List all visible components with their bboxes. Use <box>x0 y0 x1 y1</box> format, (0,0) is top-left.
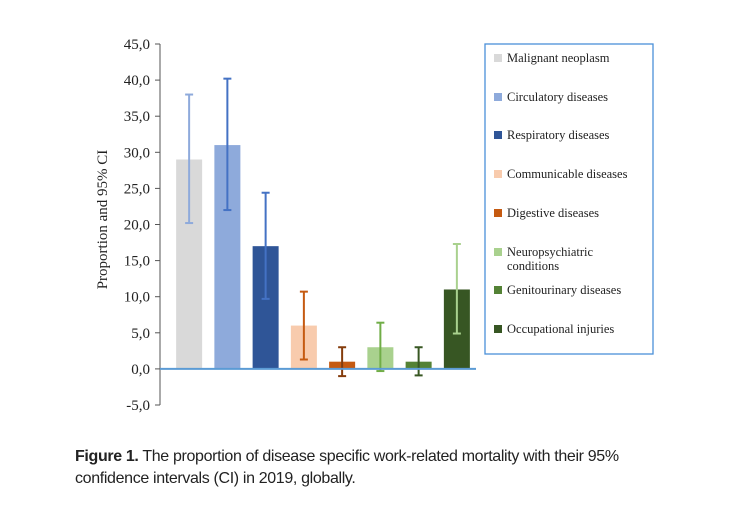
legend: Malignant neoplasm Circulatory diseases Re… <box>484 43 654 355</box>
legend-swatch <box>494 209 502 217</box>
y-tick-label: 45,0 <box>124 37 150 53</box>
legend-label: Occupational injuries <box>507 322 614 336</box>
y-tick-label: 0,0 <box>131 362 150 378</box>
figure-caption-text: The proportion of disease specific work-… <box>75 448 619 487</box>
legend-swatch <box>494 131 502 139</box>
legend-item: Malignant neoplasm <box>494 51 610 65</box>
figure-label: Figure 1. <box>75 448 139 465</box>
legend-item: Circulatory diseases <box>494 90 608 104</box>
legend-label: conditions <box>507 259 559 273</box>
y-axis-title: Proportion and 95% CI <box>95 150 111 290</box>
legend-label: Malignant neoplasm <box>507 51 610 65</box>
legend-label: Digestive diseases <box>507 206 599 220</box>
error-bars <box>185 77 461 378</box>
legend-swatch <box>494 248 502 256</box>
y-tick-label: 10,0 <box>124 290 150 306</box>
legend-item: Digestive diseases <box>494 206 599 220</box>
legend-label: Neuropsychiatric <box>507 245 594 259</box>
y-tick-label: 5,0 <box>131 326 150 342</box>
legend-item: Occupational injuries <box>494 322 614 336</box>
legend-frame <box>484 43 654 355</box>
y-tick-label: 25,0 <box>124 181 150 197</box>
legend-swatch <box>494 325 502 333</box>
bars <box>176 145 470 369</box>
y-tick-label: 30,0 <box>124 145 150 161</box>
y-tick-label: 35,0 <box>124 109 150 125</box>
y-axis: 45,0 40,0 35,0 30,0 25,0 20,0 15,0 10,0 5,0 0,0 -5… <box>124 37 161 414</box>
bar-chart: 45,0 40,0 35,0 30,0 25,0 20,0 15,0 10,0 5,0 0,0 -5… <box>95 37 654 414</box>
y-tick-label: 15,0 <box>124 254 150 270</box>
legend-swatch <box>494 286 502 294</box>
y-tick-label: 40,0 <box>124 73 150 89</box>
legend-label: Communicable diseases <box>507 167 628 181</box>
legend-item: Communicable diseases <box>494 167 628 181</box>
y-tick-label: -5,0 <box>126 398 150 414</box>
legend-swatch <box>494 170 502 178</box>
legend-item: Respiratory diseases <box>494 128 610 142</box>
legend-label: Circulatory diseases <box>507 90 608 104</box>
legend-swatch <box>494 93 502 101</box>
legend-label: Respiratory diseases <box>507 128 610 142</box>
y-tick-label: 20,0 <box>124 218 150 234</box>
legend-item: Genitourinary diseases <box>494 283 621 297</box>
legend-swatch <box>494 54 502 62</box>
legend-label: Genitourinary diseases <box>507 283 621 297</box>
figure-caption: Figure 1. The proportion of disease spec… <box>75 446 675 490</box>
